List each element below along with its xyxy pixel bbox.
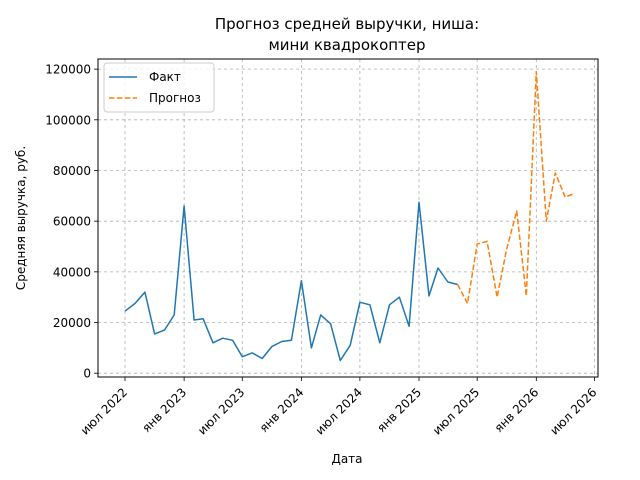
y-tick-label: 100000 bbox=[45, 113, 91, 127]
plot-frame bbox=[97, 58, 599, 378]
grid-lines bbox=[98, 59, 598, 377]
legend-label-fact: Факт bbox=[149, 70, 181, 84]
chart-title-line-1: Прогноз средней выручки, ниша: bbox=[215, 15, 479, 33]
chart-title-line-2: мини квадрокоптер bbox=[268, 36, 425, 54]
series-line-fact bbox=[124, 201, 458, 362]
y-tick-label: 20000 bbox=[53, 316, 91, 330]
legend-label-forecast: Прогноз bbox=[149, 91, 201, 105]
y-tick-label: 0 bbox=[83, 367, 91, 381]
x-axis-label: Дата bbox=[331, 452, 362, 466]
legend-box bbox=[103, 62, 215, 113]
y-tick-label: 120000 bbox=[45, 63, 91, 77]
series-lines bbox=[124, 70, 576, 362]
y-tick-label: 60000 bbox=[53, 215, 91, 229]
y-tick-label: 80000 bbox=[53, 164, 91, 178]
series-line-forecast bbox=[456, 70, 576, 305]
y-axis-label: Средняя выручка, руб. bbox=[14, 146, 28, 290]
y-tick-label: 40000 bbox=[53, 265, 91, 279]
legend: Факт Прогноз bbox=[103, 62, 215, 113]
